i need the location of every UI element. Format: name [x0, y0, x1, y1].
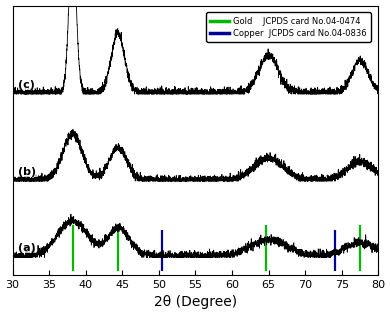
Text: (b): (b) [18, 167, 36, 177]
Text: (c): (c) [18, 80, 35, 90]
X-axis label: 2θ (Degree): 2θ (Degree) [154, 295, 237, 309]
Text: (a): (a) [18, 243, 36, 253]
Legend: Gold    JCPDS card No.04-0474, Copper  JCPDS card No.04-0836: Gold JCPDS card No.04-0474, Copper JCPDS… [206, 12, 371, 42]
